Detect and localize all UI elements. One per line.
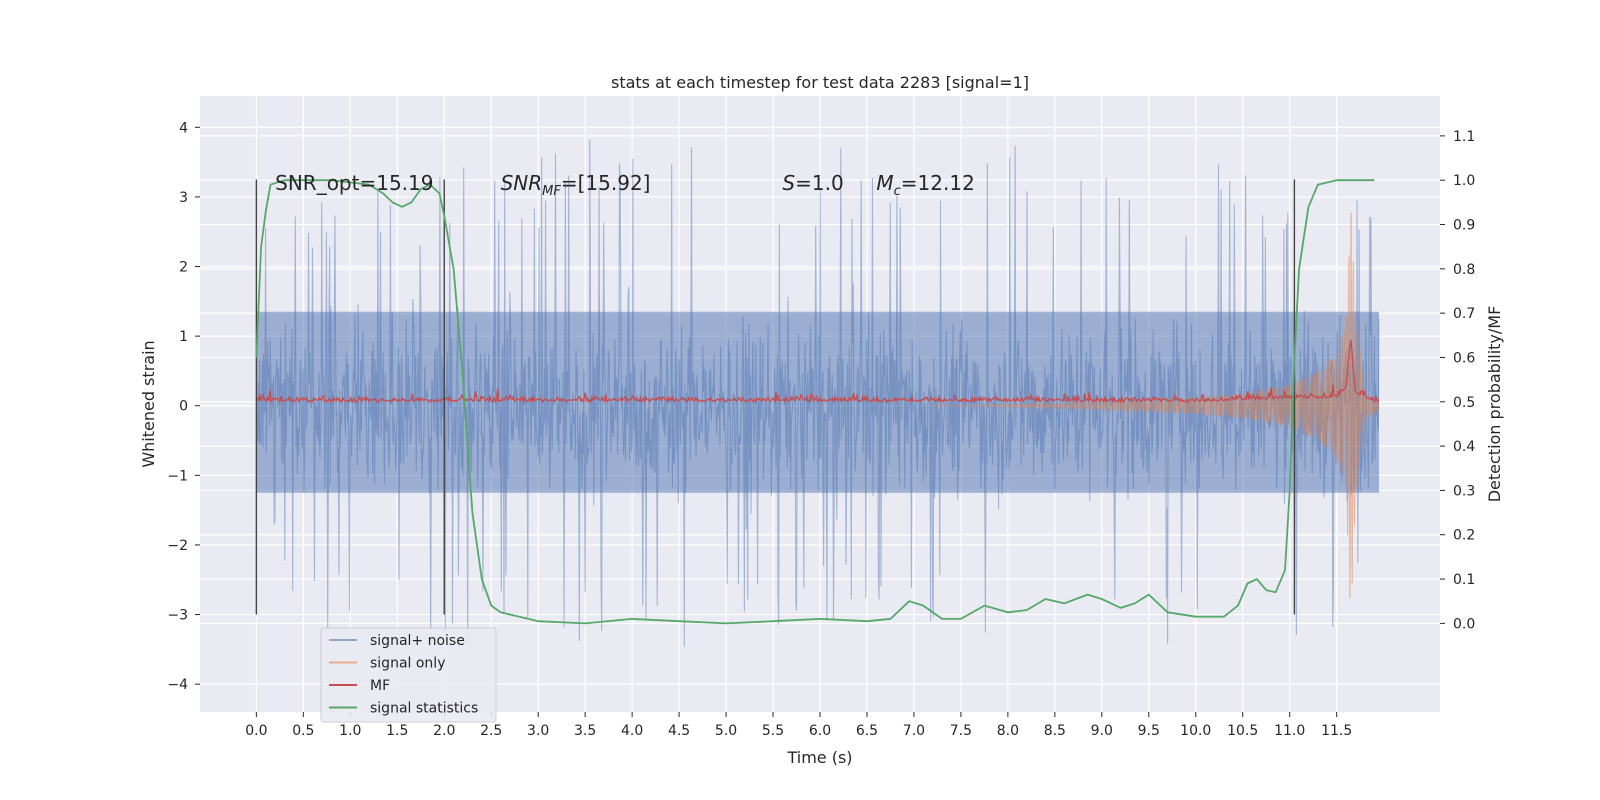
x-tick-label: 7.5 <box>950 723 972 739</box>
y2-tick-label: 0.3 <box>1453 483 1475 499</box>
y2-tick-label: 0.9 <box>1453 218 1475 234</box>
y2-tick-label: 0.8 <box>1453 262 1475 278</box>
window-markers <box>255 179 1296 615</box>
y2-tick-label: 1.1 <box>1453 129 1475 145</box>
x-tick-label: 6.5 <box>856 723 878 739</box>
signal-noise-line <box>255 139 1380 647</box>
signal-statistics-line <box>255 179 1375 625</box>
x-tick-label: 11.0 <box>1274 723 1305 739</box>
legend-label: signal statistics <box>370 701 478 717</box>
y-tick-label: −2 <box>167 538 188 554</box>
series-mf <box>255 339 1380 405</box>
y-tick-label: 0 <box>179 399 188 415</box>
x-tick-label: 8.0 <box>997 723 1019 739</box>
x-tick-label: 1.5 <box>386 723 408 739</box>
annotation-text: Mc=12.12 <box>876 171 974 199</box>
annotations: SNR_opt=15.19 SNRMF=[15.92] S=1.0 Mc=12.12 <box>275 171 975 199</box>
x-tick-label: 3.0 <box>527 723 549 739</box>
x-axis-label: Time (s) <box>786 748 852 767</box>
y-tick-label: 1 <box>179 329 188 345</box>
y2-tick-label: 0.1 <box>1453 572 1475 588</box>
x-tick-label: 11.5 <box>1321 723 1352 739</box>
x-tick-label: 4.5 <box>668 723 690 739</box>
y2-tick-label: 0.4 <box>1453 439 1475 455</box>
y-tick-label: −1 <box>167 468 188 484</box>
series-signal-statistics <box>255 179 1375 625</box>
legend-label: signal+ noise <box>370 633 465 649</box>
x-tick-label: 5.0 <box>715 723 737 739</box>
legend-label: MF <box>370 678 390 694</box>
legend-box <box>320 627 497 723</box>
annotation-text: SNR_opt=15.19 <box>275 171 433 195</box>
x-tick-label: 7.0 <box>903 723 925 739</box>
x-tick-label: 8.5 <box>1044 723 1066 739</box>
x-tick-label: 9.0 <box>1091 723 1113 739</box>
y2-tick-label: 1.0 <box>1453 173 1475 189</box>
y2-tick-label: 0.5 <box>1453 395 1475 411</box>
x-tick-label: 10.0 <box>1180 723 1211 739</box>
x-tick-label: 6.0 <box>809 723 831 739</box>
x-tick-label: 4.0 <box>621 723 643 739</box>
x-tick-label: 3.5 <box>574 723 596 739</box>
y-tick-label: 3 <box>179 190 188 206</box>
chart-title: stats at each timestep for test data 228… <box>611 73 1029 92</box>
annotation-text: S=1.0 <box>782 171 843 195</box>
x-tick-label: 10.5 <box>1227 723 1258 739</box>
x-tick-label: 2.5 <box>480 723 502 739</box>
y2-axis-label: Detection probability/MF <box>1485 306 1504 503</box>
x-tick-label: 9.5 <box>1138 723 1160 739</box>
y-tick-label: −3 <box>167 608 188 624</box>
x-tick-label: 0.5 <box>292 723 314 739</box>
x-tick-label: 2.0 <box>433 723 455 739</box>
x-ticks: 0.0 0.5 1.0 1.5 2.0 2.5 3.0 3.5 4.0 4.5 5.0 5.5 6.0 6… <box>245 712 1352 739</box>
x-tick-label: 0.0 <box>245 723 267 739</box>
y2-tick-label: 0.7 <box>1453 306 1475 322</box>
y2-tick-label: 0.0 <box>1453 616 1475 632</box>
x-tick-label: 1.0 <box>339 723 361 739</box>
x-tick-label: 5.5 <box>762 723 784 739</box>
mf-line <box>255 339 1380 405</box>
signal-only-line <box>932 212 1380 599</box>
y-ticks: 4 3 2 1 0 −1 −2 −3 −4 <box>167 120 200 693</box>
y-axis-label: Whitened strain <box>139 340 158 467</box>
y-tick-label: 2 <box>179 260 188 276</box>
y-tick-label: 4 <box>179 120 188 136</box>
y2-ticks: 1.1 1.0 0.9 0.8 0.7 0.6 0.5 0.4 0.3 0.2 0.1 0.0 <box>1440 129 1475 632</box>
series-signal-only <box>932 212 1380 599</box>
legend-label: signal only <box>370 656 445 672</box>
y2-tick-label: 0.6 <box>1453 350 1475 366</box>
y2-tick-label: 0.2 <box>1453 528 1475 544</box>
legend: signal+ noise signal only MF signal statist… <box>320 627 497 723</box>
annotation-text: SNRMF=[15.92] <box>501 171 651 199</box>
y-tick-label: −4 <box>167 677 188 693</box>
